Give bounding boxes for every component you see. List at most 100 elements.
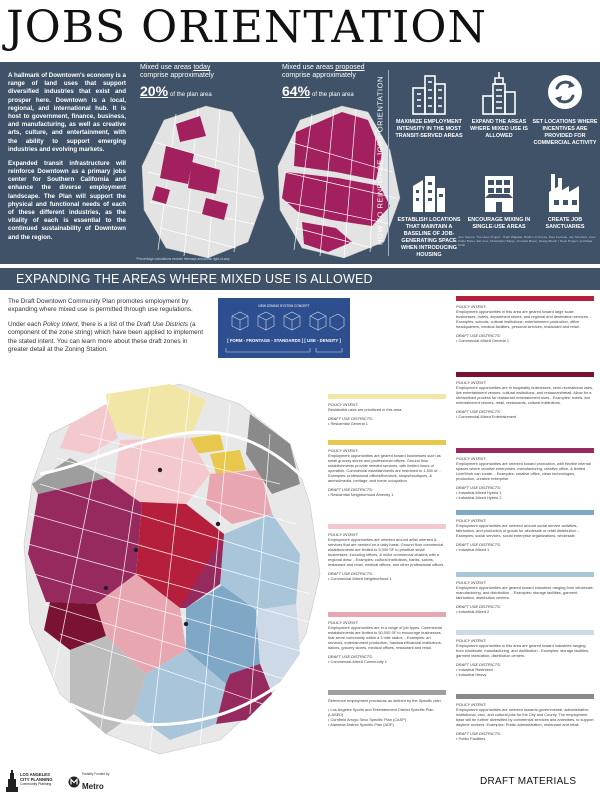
intro-paragraph-2: Expanded transit infrastructure will rei…	[8, 159, 126, 241]
factory-icon	[549, 174, 579, 212]
strategy-item: ENCOURAGE MIXING IN SINGLE-USE AREAS	[464, 168, 534, 231]
legend-swatch	[456, 372, 594, 377]
policy-intent-label: POLICY INTENT:	[456, 702, 487, 707]
legend-item: POLICY INTENT: Employment opportunities …	[328, 440, 446, 497]
district-name: Industrial-Mixed 1	[458, 547, 490, 552]
intro-text: A hallmark of Downtown's economy is a ra…	[8, 72, 126, 248]
strategy-item: EXPAND THE AREAS WHERE MIXED USE IS ALLO…	[464, 70, 534, 140]
strategy-item: SET LOCATIONS WHERE INCENTIVES ARE PROVI…	[530, 70, 600, 147]
logo-line: LOS ANGELES	[20, 772, 50, 777]
draft-use-label: DRAFT USE DISTRICTS:	[328, 487, 373, 492]
mixed-use-map-proposed	[277, 105, 401, 259]
draft-use-district: • Industrial-Mixed Hybrid 1	[456, 490, 502, 495]
body-emphasis: Policy Intent	[42, 320, 78, 328]
district-name: Industrial-Mixed Hybrid 1	[458, 490, 502, 495]
legend-swatch	[328, 394, 446, 399]
body-text: Under each	[8, 320, 43, 328]
policy-intent-text: Employment opportunities are in a range …	[328, 625, 442, 650]
caption-text: Mixed use areas	[282, 64, 336, 71]
legend-item: POLICY INTENT: Employment opportunities …	[456, 572, 594, 614]
legend-item: POLICY INTENT: Employment opportunities …	[456, 448, 594, 500]
legend-swatch	[456, 572, 594, 577]
policy-intent-label: POLICY INTENT:	[456, 518, 487, 523]
draft-use-district: • Residential Neighborhood Amenity 1	[328, 492, 394, 497]
la-city-planning-logo: LOS ANGELES CITY PLANNING Community Plan…	[6, 770, 64, 794]
draft-materials-label: DRAFT MATERIALS	[480, 776, 577, 787]
legend-item: POLICY INTENT: Employment opportunities …	[456, 296, 594, 343]
policy-intent-text: Employment opportunities in this area ar…	[456, 309, 592, 329]
body-emphasis: Draft Use Districts	[136, 320, 189, 328]
draft-use-label: DRAFT USE DISTRICTS:	[328, 654, 373, 659]
district-name: Public Facilities	[458, 736, 486, 741]
draft-use-district: • Industrial-Mixed Hybrid 2	[456, 495, 502, 500]
draft-use-label: DRAFT USE DISTRICTS:	[456, 604, 501, 609]
arrows-icon	[548, 75, 582, 109]
legend-item: POLICY INTENT: Employment opportunities …	[456, 372, 594, 419]
legend-item: POLICY INTENT: Employment opportunities …	[456, 694, 594, 741]
legend-item: Reference employment provisions as defin…	[328, 690, 446, 727]
percentage-proposed: 64%	[282, 82, 311, 99]
body-paragraph-1: The Draft Downtown Community Plan promot…	[8, 298, 193, 314]
policy-intent-text: Employment opportunities are geared towa…	[456, 585, 594, 600]
tower-icon	[482, 72, 516, 115]
district-name: Industrial Heavy	[458, 672, 487, 677]
policy-intent-text: Employment opportunities are in hospital…	[456, 385, 594, 405]
district-name: Industrial-Mixed 2	[458, 609, 490, 614]
district-name: Industrial-Mixed Hybrid 2	[458, 495, 502, 500]
body-paragraph-2: Under each Policy Intent, there is a lis…	[8, 321, 206, 355]
metro-funding-text: Partially Funded by	[82, 772, 110, 776]
legend-item: POLICY INTENT: Employment opportunities …	[456, 510, 594, 552]
map-caption-today: Mixed use areas today comprise approxima…	[140, 64, 260, 100]
zone-brackets-graphic	[225, 348, 343, 353]
buildings-icon	[412, 75, 446, 115]
draft-use-district: • Commercial-Mixed Entertainment	[456, 414, 517, 419]
legend-swatch	[456, 448, 594, 453]
logo-line: Community Planning	[20, 782, 52, 787]
policy-intent-label: POLICY INTENT:	[456, 380, 487, 385]
mixed-use-map-today	[141, 105, 265, 259]
policy-intent-text: Employment opportunities are geared towa…	[328, 453, 441, 483]
draft-use-district: • Public Facilities	[456, 736, 486, 741]
strategy-label: MAXIMIZE EMPLOYMENT INTENSITY IN THE MOS…	[395, 119, 463, 140]
draft-use-district: • Industrial-Mixed 1	[456, 547, 490, 552]
policy-intent-text: Employment opportunities are oriented to…	[456, 461, 591, 481]
divider	[388, 70, 389, 256]
caption-suffix: of the plan area	[312, 91, 354, 98]
draft-use-districts-map	[10, 374, 328, 760]
draft-use-label: DRAFT USE DISTRICTS:	[456, 409, 501, 414]
policy-intent-label: POLICY INTENT:	[328, 532, 359, 537]
section-title: EXPANDING THE AREAS WHERE MIXED USE IS A…	[16, 272, 373, 286]
district-name: Industrial Restricted	[458, 667, 493, 672]
metro-mark-icon	[68, 776, 80, 788]
strategy-label: ESTABLISH LOCATIONS THAT MAINTAIN A BASE…	[397, 217, 461, 259]
policy-intent-text: Employment opportunities are oriented to…	[456, 707, 594, 727]
caption-suffix: of the plan area	[170, 91, 212, 98]
district-name: Commercial-Mixed General 1	[458, 338, 510, 343]
metro-logo: Partially Funded by Metro	[68, 772, 118, 794]
caption-text: comprise approximately	[282, 72, 356, 80]
legend-swatch	[328, 524, 446, 529]
logo-line: CITY PLANNING	[20, 777, 53, 783]
draft-use-label: DRAFT USE DISTRICTS:	[456, 542, 501, 547]
draft-use-label: DRAFT USE DISTRICTS:	[328, 571, 373, 576]
draft-use-district: • Los Angeles Sports and Entertainment D…	[328, 707, 434, 717]
title-bar: JOBS ORIENTATION	[0, 0, 600, 62]
strategy-label: ENCOURAGE MIXING IN SINGLE-USE AREAS	[467, 217, 531, 231]
draft-use-label: DRAFT USE DISTRICTS:	[456, 485, 501, 490]
strategy-item: ESTABLISH LOCATIONS THAT MAINTAIN A BASE…	[394, 168, 464, 259]
caption-emphasis: today	[193, 64, 211, 71]
map-note: *Percentage calculations exclude freeway…	[136, 257, 230, 261]
policy-intent-text: Reference employment provisions as defin…	[328, 698, 442, 703]
draft-use-district: • Residential General 1	[328, 421, 368, 426]
intro-paragraph-1: A hallmark of Downtown's economy is a ra…	[8, 72, 126, 153]
draft-use-district: • Alameda District Specific Plan (ADP)	[328, 722, 394, 727]
legend-item: POLICY INTENT: Employment opportunities …	[328, 612, 446, 664]
legend-swatch	[456, 630, 594, 635]
zone-cubes-graphic	[231, 311, 345, 331]
caption-emphasis: proposed	[335, 64, 365, 71]
strategy-label: CREATE JOB SANCTUARIES	[545, 217, 585, 231]
policy-intent-label: POLICY INTENT:	[456, 456, 487, 461]
district-name: Cornfield Arroyo Seco Specific Plan (CAS…	[330, 717, 407, 722]
district-name: Commercial-Mixed Community 1	[330, 659, 387, 664]
district-name: Residential Neighborhood Amenity 1	[330, 492, 394, 497]
